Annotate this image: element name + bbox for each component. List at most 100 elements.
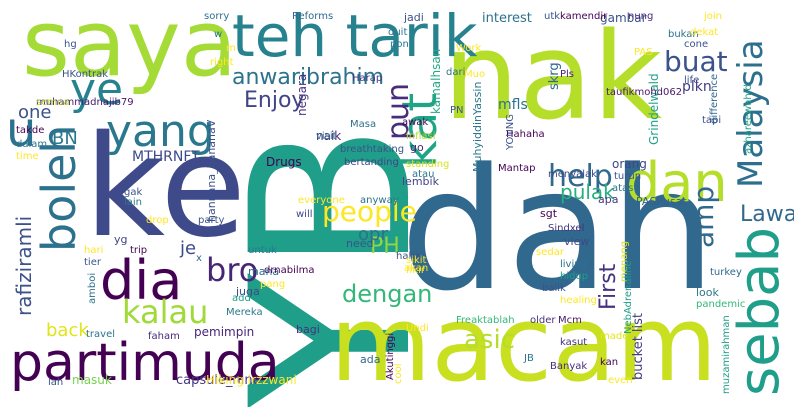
cloud-word-drnabilma: drnabilma (264, 265, 315, 276)
cloud-word-made: made (600, 331, 629, 342)
cloud-word-dengan: dengan (342, 280, 433, 308)
cloud-word-utk: utk (544, 11, 561, 22)
cloud-word-menyalak: menyalak (548, 169, 597, 180)
cloud-word-travel: travel (86, 329, 116, 340)
cloud-word-mereka: Mereka (226, 307, 263, 318)
cloud-word-tier: tier (84, 257, 101, 268)
cloud-word-untuk: untuk (248, 245, 277, 256)
cloud-word-turkey: turkey (710, 267, 742, 278)
cloud-word-masa: Masa (350, 119, 377, 130)
cloud-word-muo: Muo (464, 69, 486, 80)
cloud-word-partimuda: partimuda (10, 333, 280, 393)
cloud-word-look: look (696, 286, 719, 299)
cloud-word-orang: orang (612, 157, 647, 171)
cloud-word-everyone: everyone (298, 195, 345, 206)
cloud-word-yg: yg (114, 233, 128, 246)
cloud-word-pon: pon (390, 39, 409, 50)
cloud-word-gambar: gambar (600, 11, 647, 25)
cloud-word-kamalhsan: kamalhsan (429, 48, 443, 114)
cloud-word-teh-tarik: teh tarik (232, 2, 478, 70)
cloud-word-hahaha: Hahaha (506, 129, 545, 140)
cloud-word-ke: ke (84, 106, 247, 269)
cloud-word-trip: trip (130, 245, 148, 256)
cloud-word-standing: standing (406, 159, 450, 170)
cloud-word-azhareewahid: azhareewahid (743, 84, 754, 154)
cloud-word-visit: visit (316, 131, 337, 142)
cloud-word-nak: nak (443, 8, 663, 147)
cloud-word-mcm: Mcm (558, 315, 582, 326)
cloud-word-lawa: Lawa (740, 202, 794, 227)
cloud-word-pls: Pls (560, 69, 575, 80)
cloud-word-turun: turun (614, 171, 642, 182)
cloud-word-haha: haha (396, 251, 421, 262)
cloud-word-u: u (6, 102, 37, 158)
cloud-word-bertanding: bertanding (344, 157, 399, 168)
cloud-word-sebab: sebab (727, 226, 792, 396)
cloud-word-dalam: dalam (16, 139, 48, 150)
cloud-word-dari: dari (446, 67, 466, 78)
cloud-word-drugs: Drugs (266, 155, 302, 169)
cloud-word-akan: akan (404, 263, 429, 274)
cloud-word-older: older (530, 315, 556, 326)
cloud-word-sindxel: Sindxel (548, 223, 585, 234)
cloud-word-kasut: kasut (560, 337, 588, 348)
cloud-word-healing: healing (560, 295, 597, 306)
cloud-word-cone: cone (684, 39, 709, 50)
cloud-word-kamendir: kamendir (560, 11, 608, 22)
cloud-word-freaktablah: Freaktablah (456, 315, 515, 326)
cloud-word-ph: PH (370, 234, 400, 259)
cloud-word-bro: bro (206, 251, 259, 289)
cloud-word-pemimpin: pemimpin (194, 325, 255, 339)
cloud-word-nebadrenaline: NebAdrenaline (623, 260, 634, 334)
cloud-word-jb: JB (524, 353, 534, 364)
cloud-word-saya: saya (22, 0, 238, 97)
cloud-word-harap: Harap (352, 73, 383, 84)
cloud-word-need: need (346, 237, 374, 250)
cloud-word-taufikmohd062: taufikmohd062 (606, 87, 683, 98)
cloud-word-hari: hari (84, 245, 104, 256)
cloud-word-interest: interest (482, 11, 532, 26)
cloud-word-inflasi: inflasi (406, 131, 436, 142)
cloud-word-apa: apa (598, 193, 619, 206)
cloud-word-kan: kan (600, 357, 619, 368)
cloud-word-yang: yang (106, 106, 215, 157)
cloud-word-reforms: Reforms (292, 11, 334, 22)
cloud-word-party: party (198, 215, 225, 226)
cloud-word-balik: balik (542, 283, 566, 294)
cloud-word-mfls: mfls (498, 97, 528, 113)
cloud-word-anyway: anyway (360, 195, 399, 206)
cloud-word-macam: macam (330, 283, 718, 405)
cloud-word-mthrnft: MTHRNFT (132, 149, 200, 165)
cloud-word-naik: naik (316, 129, 342, 143)
cloud-word-work: Work (456, 43, 482, 54)
cloud-word-time: time (16, 151, 39, 162)
cloud-word-dah: dah (400, 132, 717, 328)
cloud-word-takde: takde (16, 125, 45, 136)
cloud-word-muhyiddinyassin: MuhyiddinYassin (471, 81, 484, 172)
cloud-word-buat: buat (664, 45, 728, 78)
cloud-word-sikit: sikit (406, 255, 427, 266)
cloud-word-join: join (704, 11, 723, 22)
cloud-word-fikir: fikir (406, 265, 425, 276)
cloud-word-lah: lah (48, 377, 64, 388)
cloud-word-atas: atas (612, 183, 634, 194)
cloud-word-plkn: plkn (682, 79, 712, 95)
cloud-word-opr: opr (358, 224, 388, 245)
cloud-word-ada: ada (360, 353, 381, 366)
cloud-word-dan: dan (626, 151, 728, 214)
cloud-word-bn: BN (52, 128, 78, 149)
cloud-word-bukan: bukan (668, 29, 699, 40)
cloud-word-even: even (608, 375, 633, 386)
cloud-word-first: First (596, 263, 621, 310)
cloud-word-grindelwald: Grindelwald (647, 73, 661, 145)
cloud-word-masuk: masuk (72, 373, 112, 387)
cloud-word-ye: ye (70, 64, 124, 115)
cloud-word-semua: semua (36, 97, 70, 108)
cloud-word-hiking-irzzwani: Hiking irzzwani (206, 373, 297, 387)
cloud-word-pandemic: pandemic (696, 299, 746, 310)
cloud-word-cool: cool (393, 363, 404, 384)
cloud-word-nung: nung (628, 11, 654, 22)
cloud-word-banyak: Banyak (550, 361, 588, 372)
cloud-word-jadi: jadi (404, 11, 424, 24)
